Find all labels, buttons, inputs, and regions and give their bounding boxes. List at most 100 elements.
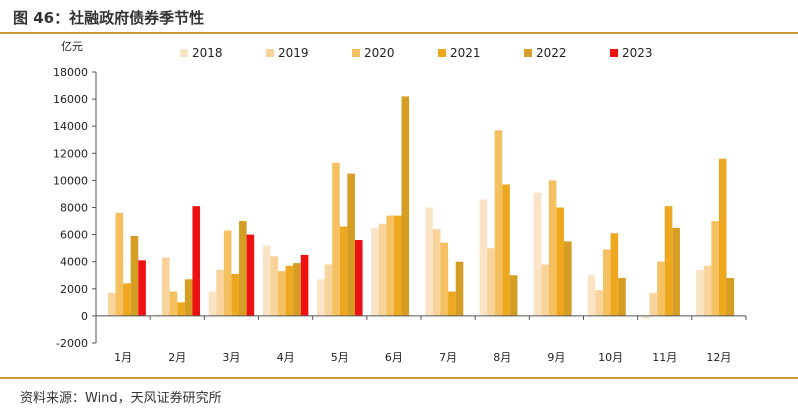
y-tick-label: 10000: [53, 174, 88, 187]
bar-2023-5: [354, 240, 363, 316]
bar-2022-7: [455, 261, 464, 316]
legend-swatch-2018: [180, 49, 188, 57]
legend-swatch-2022: [524, 49, 532, 57]
bar-2022-2: [184, 279, 193, 316]
bar-2020-8: [494, 130, 503, 316]
bar-2018-11: [641, 315, 650, 319]
bar-2022-6: [401, 96, 410, 316]
bar-2021-7: [448, 291, 456, 316]
bar-2018-10: [587, 275, 596, 316]
bar-2021-5: [339, 226, 348, 316]
bar-2019-9: [541, 264, 549, 316]
x-tick-label: 4月: [277, 351, 295, 364]
bar-2023-2: [192, 206, 201, 316]
bar-2020-1: [115, 212, 124, 316]
bar-2018-5: [316, 279, 325, 316]
x-tick-label: 1月: [114, 351, 132, 364]
bar-2022-4: [293, 263, 301, 316]
bar-2021-9: [556, 207, 565, 316]
bar-2019-8: [487, 248, 495, 316]
legend-label-2023: 2023: [622, 46, 653, 60]
y-tick-label: -2000: [56, 337, 88, 350]
bar-2021-10: [610, 233, 619, 316]
legend-swatch-2021: [438, 49, 446, 57]
bar-2021-6: [393, 215, 402, 316]
x-tick-label: 9月: [547, 351, 565, 364]
bar-2019-6: [378, 223, 387, 316]
legend-label-2022: 2022: [536, 46, 567, 60]
bar-2022-10: [618, 277, 626, 316]
bar-2019-2: [162, 257, 170, 316]
y-tick-label: 0: [81, 310, 88, 323]
bar-2019-5: [324, 264, 333, 316]
bar-2019-4: [270, 256, 278, 316]
bar-2022-8: [509, 275, 518, 316]
bar-2020-3: [223, 230, 232, 316]
bar-2023-4: [300, 254, 309, 316]
bar-2018-4: [262, 245, 271, 316]
y-tick-label: 16000: [53, 93, 88, 106]
legend-label-2018: 2018: [192, 46, 223, 60]
bar-2020-10: [602, 249, 611, 316]
legend-swatch-2020: [352, 49, 360, 57]
y-tick-label: 12000: [53, 147, 88, 160]
y-axis: -2000 0 2000 4000 6000 8000 10000 12000 14000 160…: [53, 66, 97, 350]
bar-2018-7: [425, 207, 433, 316]
bar-2022-11: [672, 227, 680, 316]
bar-2019-3: [216, 269, 224, 316]
bar-2022-12: [726, 277, 735, 316]
y-tick-label: 18000: [53, 66, 88, 79]
bar-2018-6: [371, 227, 379, 316]
top-rule: [0, 32, 798, 34]
y-tick-label: 8000: [60, 202, 88, 215]
bar-2019-1: [107, 292, 116, 316]
x-tick-label: 12月: [706, 351, 731, 364]
x-axis: 1月 2月 3月 4月 5月 6月 7月 8月 9月 10月 11月 12月: [95, 315, 747, 364]
y-tick-label: 6000: [60, 229, 88, 242]
legend: 2018 2019 2020 2021 2022 2023: [180, 46, 653, 60]
bar-2021-8: [502, 184, 510, 316]
bar-2020-4: [277, 271, 286, 316]
figure-title: 图 46：社融政府债券季节性: [13, 9, 205, 27]
x-tick-label: 8月: [493, 351, 511, 364]
x-tick-label: 6月: [385, 351, 403, 364]
source-note: 资料来源：Wind，天风证券研究所: [20, 391, 222, 406]
bar-2022-5: [347, 173, 355, 316]
legend-swatch-2023: [610, 49, 618, 57]
bar-2019-12: [703, 265, 712, 316]
bar-2022-3: [239, 221, 247, 316]
legend-label-2021: 2021: [450, 46, 481, 60]
bar-2023-1: [138, 260, 146, 316]
bar-2020-9: [548, 180, 557, 316]
bar-2021-3: [231, 273, 240, 316]
x-tick-label: 3月: [222, 351, 240, 364]
bar-2019-10: [595, 290, 603, 316]
bar-2020-11: [657, 261, 665, 316]
bar-2022-9: [564, 241, 572, 316]
bar-2018-3: [208, 291, 217, 316]
x-tick-label: 5月: [331, 351, 349, 364]
bar-2021-2: [177, 302, 185, 316]
y-tick-label: 14000: [53, 120, 88, 133]
legend-label-2020: 2020: [364, 46, 395, 60]
bars: [100, 96, 735, 319]
y-unit-label: 亿元: [61, 40, 83, 53]
bar-2020-5: [332, 162, 340, 316]
bar-2021-11: [664, 206, 673, 316]
bar-2020-6: [386, 215, 394, 316]
bar-2020-2: [169, 291, 178, 316]
bar-2021-12: [718, 158, 727, 316]
bar-2018-8: [479, 199, 488, 316]
bar-2021-1: [123, 283, 131, 316]
legend-swatch-2019: [266, 49, 274, 57]
bar-chart: 亿元 2018 2019 2020 2021 2022 2023 -2000 0 2000 40…: [53, 40, 747, 364]
x-tick-label: 2月: [168, 351, 186, 364]
bar-2021-4: [285, 265, 294, 316]
bar-2019-11: [649, 292, 658, 316]
bar-2018-9: [533, 192, 542, 316]
bar-2019-7: [432, 229, 441, 316]
bar-2020-12: [711, 221, 719, 316]
y-tick-label: 2000: [60, 283, 88, 296]
bar-2023-3: [246, 234, 255, 316]
x-tick-label: 11月: [652, 351, 677, 364]
